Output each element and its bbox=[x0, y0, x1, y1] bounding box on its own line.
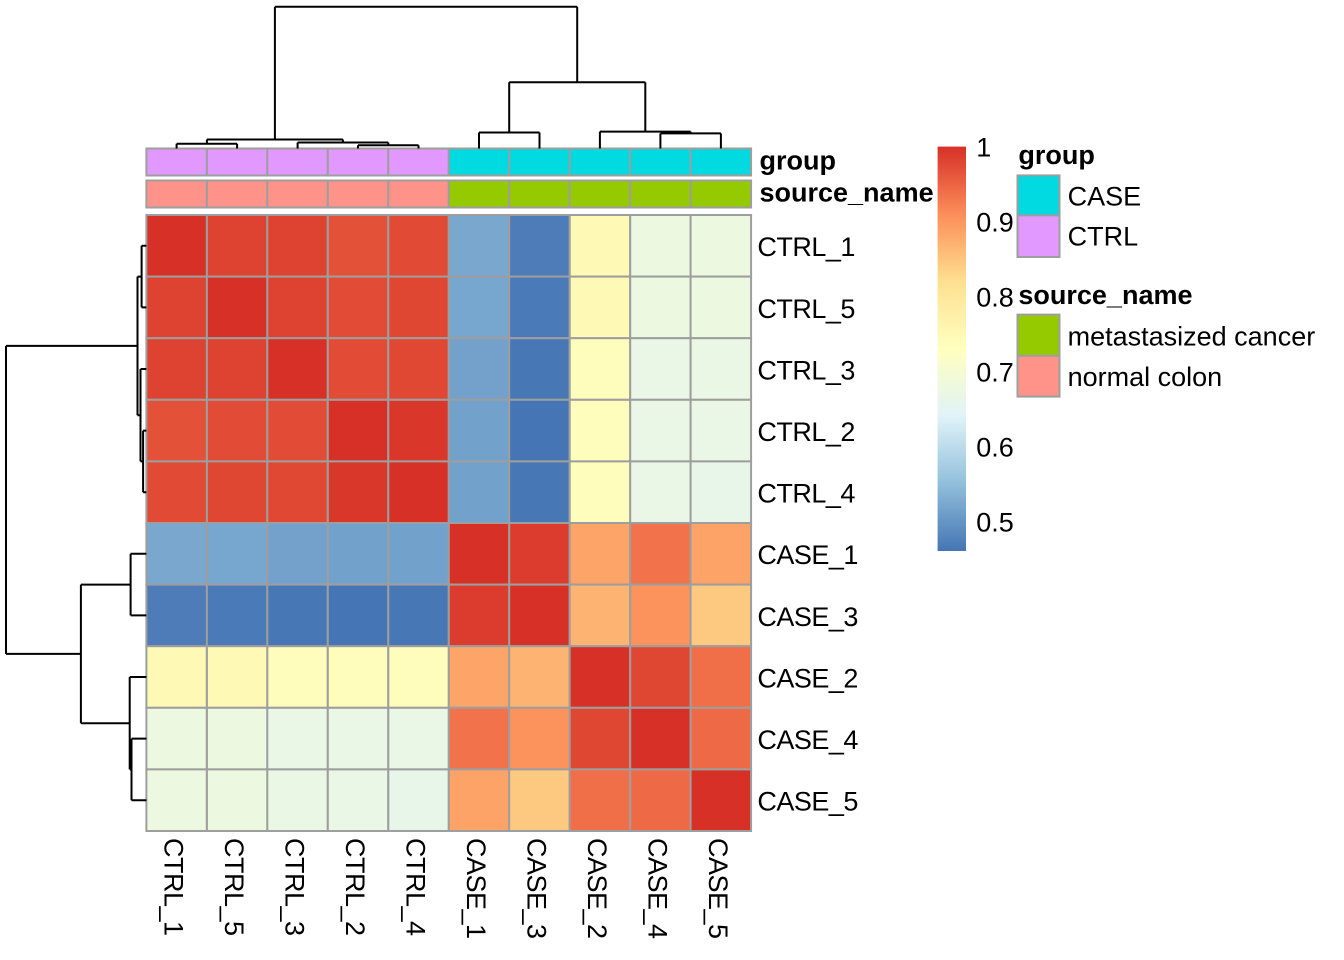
svg-text:CTRL_5: CTRL_5 bbox=[757, 294, 855, 324]
svg-text:CTRL_3: CTRL_3 bbox=[757, 355, 855, 385]
svg-text:CASE_4: CASE_4 bbox=[757, 725, 858, 755]
svg-text:CTRL_4: CTRL_4 bbox=[757, 479, 855, 509]
svg-text:CTRL: CTRL bbox=[1068, 222, 1139, 252]
svg-text:CTRL_5: CTRL_5 bbox=[219, 838, 249, 936]
svg-text:0.6: 0.6 bbox=[976, 433, 1014, 463]
svg-text:group: group bbox=[760, 145, 836, 175]
svg-text:CTRL_4: CTRL_4 bbox=[401, 838, 431, 936]
svg-text:CTRL_2: CTRL_2 bbox=[340, 838, 370, 936]
svg-text:group: group bbox=[1018, 140, 1094, 170]
svg-text:CASE_5: CASE_5 bbox=[757, 787, 858, 817]
svg-text:1: 1 bbox=[976, 132, 991, 162]
svg-text:0.7: 0.7 bbox=[976, 358, 1014, 388]
svg-text:CASE_4: CASE_4 bbox=[642, 838, 672, 939]
svg-text:CASE_3: CASE_3 bbox=[757, 602, 858, 632]
svg-text:0.9: 0.9 bbox=[976, 207, 1014, 237]
svg-text:metastasized cancer: metastasized cancer bbox=[1068, 321, 1316, 351]
svg-text:source_name: source_name bbox=[760, 177, 934, 207]
svg-text:0.8: 0.8 bbox=[976, 282, 1014, 312]
svg-text:CASE_1: CASE_1 bbox=[461, 838, 491, 939]
svg-text:CTRL_3: CTRL_3 bbox=[280, 838, 310, 936]
svg-text:CASE_2: CASE_2 bbox=[582, 838, 612, 939]
svg-text:CASE_3: CASE_3 bbox=[522, 838, 552, 939]
svg-text:CASE_5: CASE_5 bbox=[703, 838, 733, 939]
svg-text:0.5: 0.5 bbox=[976, 508, 1014, 538]
svg-text:normal colon: normal colon bbox=[1068, 362, 1223, 392]
svg-text:CTRL_1: CTRL_1 bbox=[757, 232, 855, 262]
svg-text:CASE_2: CASE_2 bbox=[757, 663, 858, 693]
svg-text:CTRL_2: CTRL_2 bbox=[757, 417, 855, 447]
svg-text:CTRL_1: CTRL_1 bbox=[159, 838, 189, 936]
svg-text:CASE_1: CASE_1 bbox=[757, 540, 858, 570]
svg-text:source_name: source_name bbox=[1018, 280, 1192, 310]
svg-text:CASE: CASE bbox=[1068, 181, 1142, 211]
